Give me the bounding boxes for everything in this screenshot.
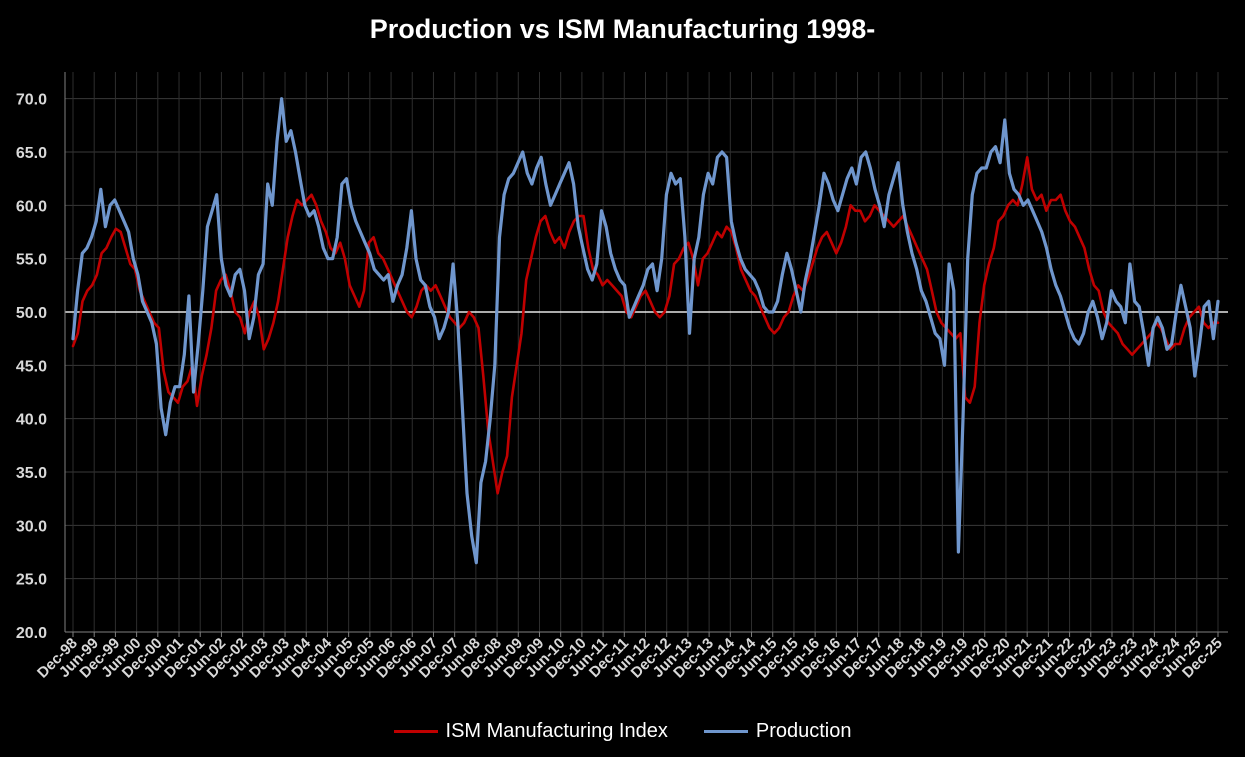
grid-lines (65, 72, 1228, 637)
y-tick-label: 55.0 (16, 252, 47, 269)
legend-item-production: Production (703, 720, 852, 743)
series-line-production (71, 97, 1220, 565)
legend-item-ism: ISM Manufacturing Index (393, 720, 668, 743)
chart-title: Production vs ISM Manufacturing 1998- (369, 14, 876, 44)
series-line-ism (71, 156, 1220, 495)
y-tick-label: 70.0 (16, 92, 47, 109)
legend-swatch-ism (393, 730, 438, 733)
legend: ISM Manufacturing Index Production (0, 720, 1245, 743)
y-tick-label: 30.0 (16, 518, 47, 535)
legend-swatch-production (703, 730, 748, 733)
y-tick-label: 45.0 (16, 358, 47, 375)
y-tick-label: 50.0 (16, 305, 47, 322)
axes (64, 72, 1228, 633)
legend-label-ism: ISM Manufacturing Index (445, 720, 668, 742)
y-tick-label: 60.0 (16, 198, 47, 215)
y-tick-label: 25.0 (16, 572, 47, 589)
series-layer (71, 97, 1220, 565)
y-tick-labels: 20.0 25.0 30.0 35.0 40.0 45.0 50.0 55.0 60.0 65.0… (16, 92, 47, 642)
y-tick-label: 65.0 (16, 145, 47, 162)
y-tick-label: 20.0 (16, 625, 47, 642)
y-tick-label: 40.0 (16, 412, 47, 429)
y-tick-label: 35.0 (16, 465, 47, 482)
x-tick-labels: Dec-98Jun-99Dec-99Jun-00Dec-00Jun-01Dec-… (34, 634, 1226, 681)
legend-label-production: Production (755, 720, 852, 742)
